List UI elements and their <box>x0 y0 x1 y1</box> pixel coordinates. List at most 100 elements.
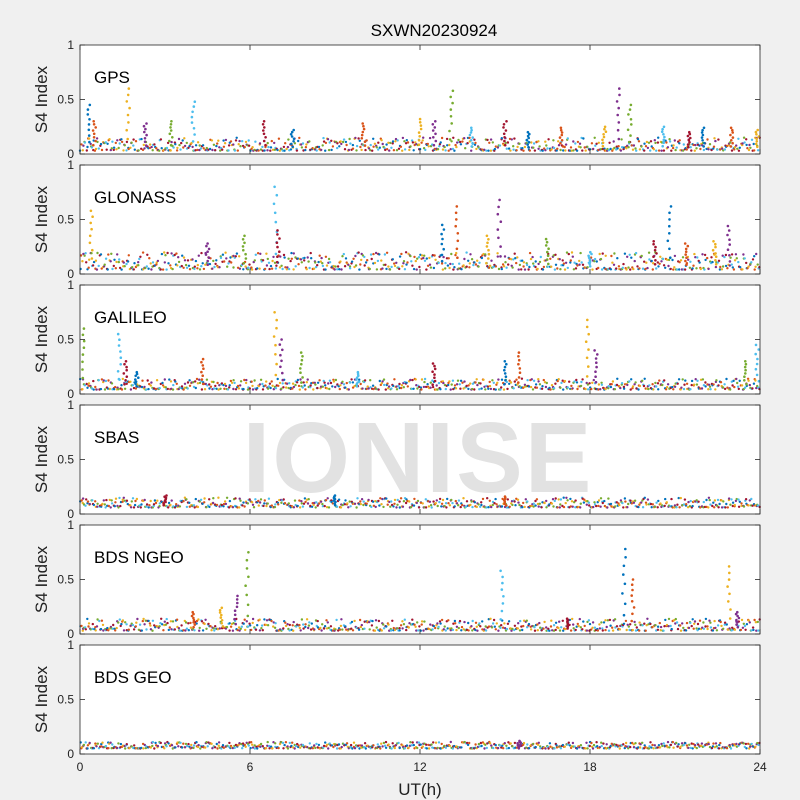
spike-point <box>433 126 437 129</box>
data-point <box>471 619 474 623</box>
data-point <box>629 623 632 626</box>
data-point <box>719 148 722 151</box>
data-point <box>390 500 393 503</box>
data-point <box>430 743 433 746</box>
spike-point <box>92 143 95 147</box>
data-point <box>122 496 126 499</box>
data-point <box>592 378 595 382</box>
data-point <box>334 378 338 382</box>
data-point <box>97 264 100 268</box>
data-point <box>562 629 565 632</box>
data-point <box>515 149 518 152</box>
data-point <box>748 747 751 750</box>
data-point <box>531 255 534 259</box>
data-point <box>616 257 619 260</box>
data-point <box>189 621 192 625</box>
data-point <box>151 629 154 632</box>
data-point <box>111 627 115 630</box>
data-point <box>375 146 378 149</box>
spike-point <box>559 141 562 145</box>
spike-point <box>169 126 172 129</box>
spike-point <box>434 139 438 143</box>
data-point <box>543 620 546 624</box>
data-point <box>542 265 546 269</box>
data-point <box>280 387 283 390</box>
data-point <box>111 743 114 746</box>
spike-point <box>264 143 267 147</box>
data-point <box>673 266 676 269</box>
data-point <box>504 261 507 264</box>
data-point <box>330 148 333 152</box>
spike-point <box>662 125 666 129</box>
data-point <box>370 505 373 509</box>
data-point <box>706 256 709 260</box>
data-point <box>346 502 349 505</box>
data-point <box>629 745 632 749</box>
data-point <box>192 381 195 384</box>
spike-point <box>220 606 224 610</box>
data-point <box>494 628 497 631</box>
data-point <box>174 380 177 383</box>
data-point <box>224 138 228 142</box>
data-point <box>559 503 562 506</box>
data-point <box>87 266 90 269</box>
data-point <box>187 146 190 149</box>
data-point <box>395 385 398 388</box>
spike-point <box>432 143 436 147</box>
data-point <box>285 268 289 271</box>
data-point <box>116 253 119 256</box>
spike-point <box>116 332 120 336</box>
data-point <box>448 744 452 748</box>
data-point <box>153 747 156 750</box>
data-point <box>532 146 535 149</box>
data-point <box>83 141 87 144</box>
data-point <box>598 623 601 626</box>
data-point <box>114 385 117 389</box>
data-point <box>448 266 451 270</box>
spike-point <box>527 136 530 140</box>
data-point <box>90 252 93 255</box>
data-point <box>251 388 255 391</box>
spike-point <box>587 365 590 368</box>
data-point <box>459 140 462 144</box>
spike-point <box>273 211 277 215</box>
data-point <box>236 266 240 269</box>
data-point <box>310 622 313 625</box>
data-point <box>438 500 441 504</box>
data-point <box>216 628 220 631</box>
data-point <box>401 620 404 623</box>
data-point <box>206 384 209 387</box>
data-point <box>459 379 463 382</box>
data-point <box>243 145 246 149</box>
data-point <box>465 384 468 388</box>
data-point <box>725 747 729 750</box>
data-point <box>467 621 470 625</box>
data-point <box>266 141 269 145</box>
panel-background <box>80 285 760 394</box>
data-point <box>237 143 240 146</box>
data-point <box>554 263 558 266</box>
data-point <box>293 499 297 502</box>
data-point <box>677 496 680 500</box>
data-point <box>718 502 721 506</box>
data-point <box>462 628 465 631</box>
data-point <box>635 626 638 629</box>
data-point <box>247 139 250 142</box>
data-point <box>100 378 104 381</box>
data-point <box>479 382 482 385</box>
spike-point <box>356 370 360 374</box>
spike-point <box>274 343 277 347</box>
data-point <box>397 384 400 388</box>
data-point <box>647 251 651 254</box>
data-point <box>296 504 299 508</box>
data-point <box>527 622 531 626</box>
data-point <box>711 745 715 748</box>
data-point <box>366 385 369 388</box>
data-point <box>257 149 260 152</box>
data-point <box>226 265 229 268</box>
spike-point <box>468 133 472 137</box>
data-point <box>92 139 95 142</box>
data-point <box>95 745 98 748</box>
data-point <box>725 502 728 506</box>
data-point <box>405 744 409 747</box>
